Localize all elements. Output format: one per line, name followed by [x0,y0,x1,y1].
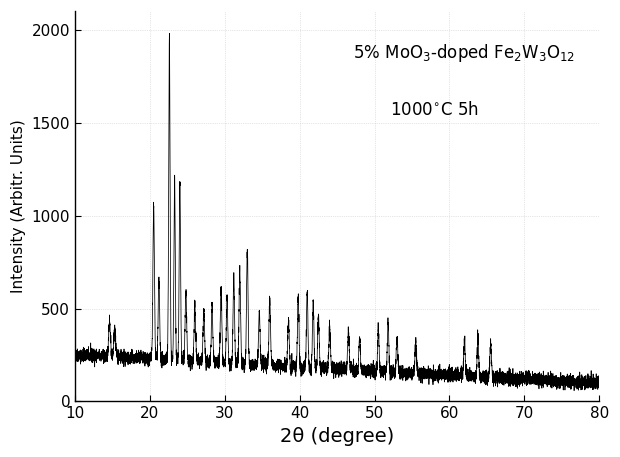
Text: 1000$^{\circ}$C 5h: 1000$^{\circ}$C 5h [389,101,479,119]
Text: 5% MoO$_3$-doped Fe$_2$W$_3$O$_{12}$: 5% MoO$_3$-doped Fe$_2$W$_3$O$_{12}$ [353,43,575,64]
Y-axis label: Intensity (Arbitr. Units): Intensity (Arbitr. Units) [11,119,26,293]
X-axis label: 2θ (degree): 2θ (degree) [280,427,394,446]
